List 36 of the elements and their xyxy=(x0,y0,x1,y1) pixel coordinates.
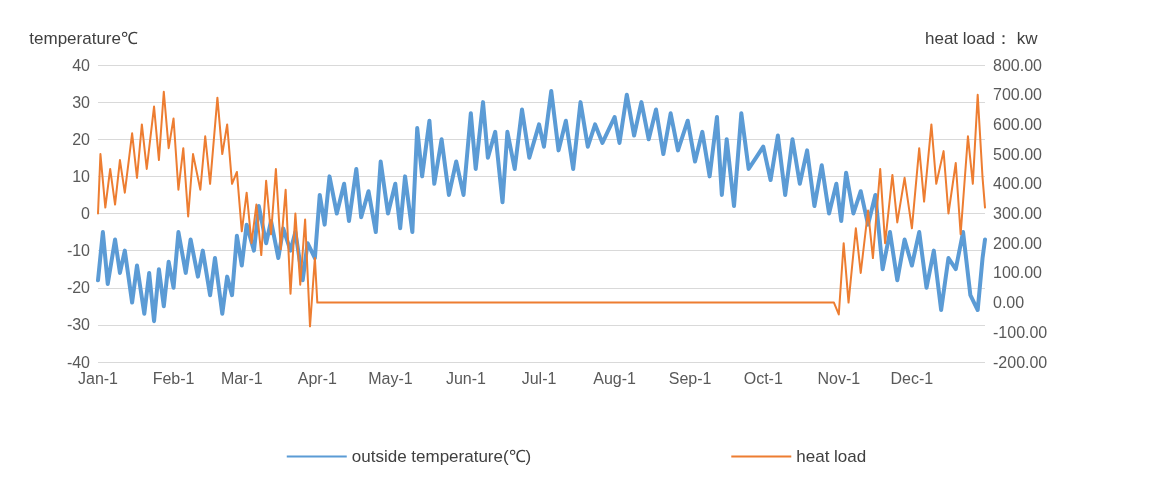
y-tick-label: 30 xyxy=(72,93,91,111)
y-tick-label: 40 xyxy=(72,56,91,74)
x-tick-label: Dec-1 xyxy=(890,369,934,387)
legend-label: heat load xyxy=(796,447,867,466)
y2-tick-label: 700.00 xyxy=(993,86,1043,104)
y2-tick-label: 100.00 xyxy=(993,264,1043,282)
y2-tick-label: -200.00 xyxy=(993,353,1048,371)
y2-tick-label: 200.00 xyxy=(993,234,1043,252)
x-tick-label: Mar-1 xyxy=(220,369,263,387)
y2-tick-label: -100.00 xyxy=(993,323,1048,341)
y2-tick-label: 600.00 xyxy=(993,115,1043,133)
y-axis-title: temperature℃ xyxy=(29,29,138,48)
x-tick-label: Sep-1 xyxy=(668,369,712,387)
x-tick-label: Jul-1 xyxy=(521,369,557,387)
y2-axis-title: heat load： kw xyxy=(925,29,1039,48)
x-tick-label: Jun-1 xyxy=(445,369,487,387)
x-tick-label: May-1 xyxy=(368,369,413,387)
y-tick-label: 10 xyxy=(72,167,91,185)
y2-tick-label: 300.00 xyxy=(993,205,1043,222)
y-tick-label: -40 xyxy=(66,353,91,371)
x-tick-label: Aug-1 xyxy=(593,369,637,387)
y2-tick-label: 0.00 xyxy=(993,294,1025,312)
x-tick-label: Feb-1 xyxy=(152,369,195,387)
x-tick-label: Apr-1 xyxy=(297,369,337,387)
y2-tick-label: 400.00 xyxy=(993,175,1043,193)
y-tick-label: -30 xyxy=(66,316,91,334)
x-tick-label: Oct-1 xyxy=(743,369,783,387)
y2-tick-label: 500.00 xyxy=(993,145,1043,163)
x-tick-label: Jan-1 xyxy=(77,369,119,387)
y-tick-label: 20 xyxy=(72,130,91,148)
x-tick-label: Nov-1 xyxy=(817,369,861,387)
legend-label: outside temperature(℃) xyxy=(351,447,532,466)
y-tick-label: -20 xyxy=(66,279,91,297)
y-tick-label: -10 xyxy=(66,242,91,260)
y-tick-label: 0 xyxy=(81,205,91,222)
y2-tick-label: 800.00 xyxy=(993,56,1043,74)
